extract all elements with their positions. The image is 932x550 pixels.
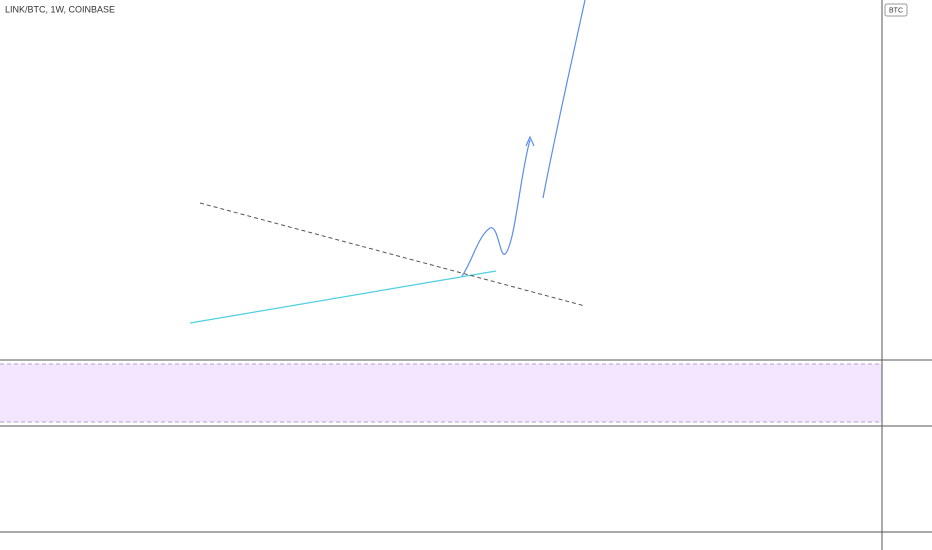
projection-path [461,0,586,277]
currency-badge[interactable] [884,3,908,17]
trend-line [189,270,497,324]
currency-label: BTC [889,7,903,14]
rsi-band [0,364,882,422]
dashed-trend-line [199,202,586,307]
symbol-title: LINK/BTC, 1W, COINBASE [5,4,115,14]
